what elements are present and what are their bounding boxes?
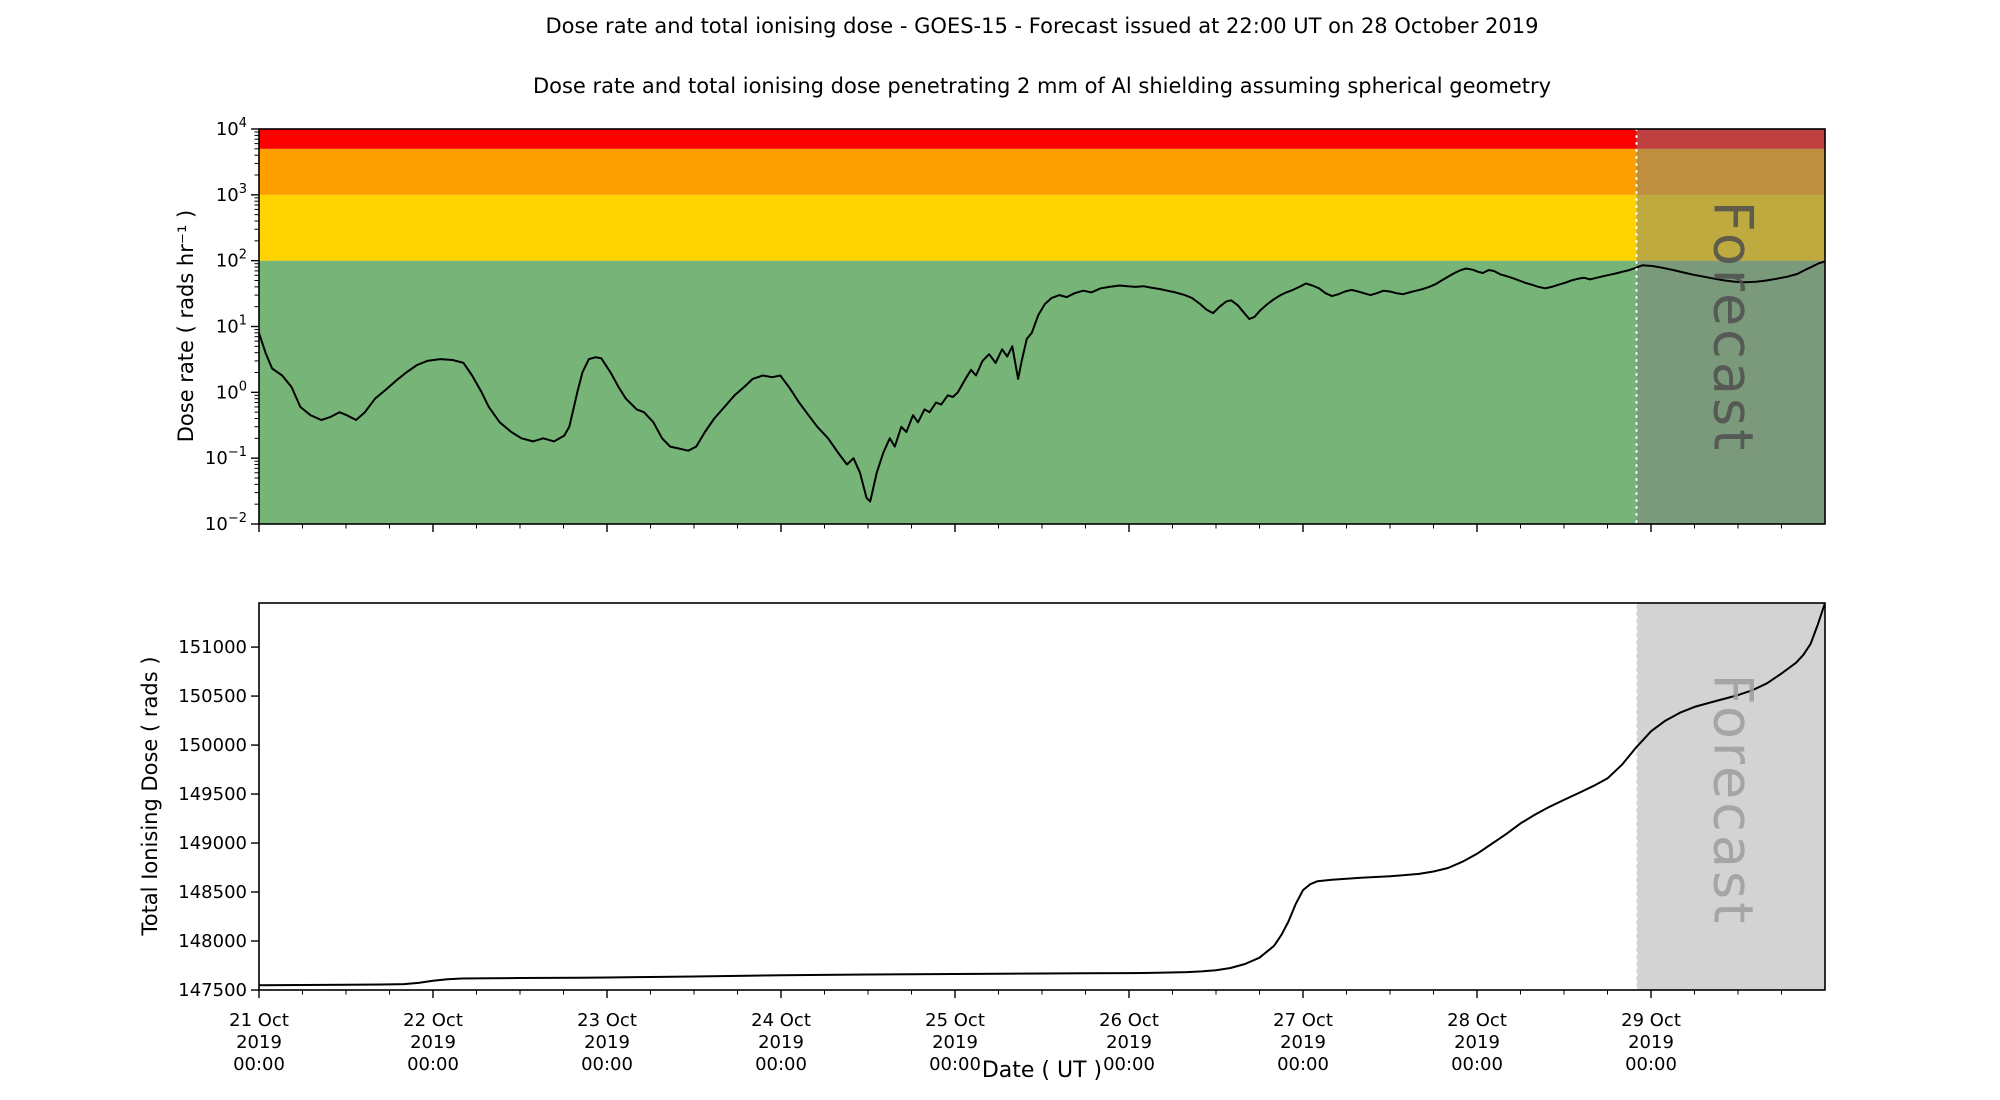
- x-tick-label: 29 Oct: [1621, 1010, 1681, 1031]
- x-tick-label: 00:00: [233, 1054, 285, 1075]
- dose-rate-line: [259, 260, 1825, 503]
- x-tick-label: 00:00: [1625, 1054, 1677, 1075]
- figure-subtitle: Dose rate and total ionising dose penetr…: [532, 74, 1552, 98]
- x-tick-label: 24 Oct: [751, 1010, 811, 1031]
- elevated-band: [259, 194, 1825, 261]
- y-tick-label: 101: [216, 314, 247, 338]
- x-tick-label: 00:00: [1277, 1054, 1329, 1075]
- y-tick-label: 151000: [178, 637, 247, 658]
- y-tick-label: 150500: [178, 686, 247, 707]
- y-tick-label: 148500: [178, 882, 247, 903]
- y-tick-label: 102: [216, 248, 247, 272]
- x-tick-label: 2019: [1628, 1032, 1674, 1053]
- y-tick-label: 149500: [178, 784, 247, 805]
- high-band: [259, 148, 1825, 195]
- x-axis: [258, 524, 1782, 532]
- x-tick-label: 26 Oct: [1099, 1010, 1159, 1031]
- x-tick-label: 00:00: [1103, 1054, 1155, 1075]
- x-tick-label: 2019: [932, 1032, 978, 1053]
- y-tick-label: 10−1: [205, 445, 247, 469]
- y-tick-label: 150000: [178, 735, 247, 756]
- x-tick-label: 00:00: [929, 1054, 981, 1075]
- x-tick-label: 27 Oct: [1273, 1010, 1333, 1031]
- y-tick-label: 10−2: [205, 511, 247, 535]
- x-tick-label: 2019: [1454, 1032, 1500, 1053]
- nominal-band: [259, 260, 1825, 524]
- y-axis: 147500 148000 148500 149000 149500 150000 1505…: [178, 637, 259, 1001]
- y-tick-label: 147500: [178, 980, 247, 1001]
- y-tick-label: 148000: [178, 931, 247, 952]
- y-tick-label: 100: [216, 379, 247, 403]
- x-axis-label: Date ( UT ): [981, 1058, 1103, 1083]
- x-tick-label: 2019: [1280, 1032, 1326, 1053]
- x-tick-label: 2019: [758, 1032, 804, 1053]
- x-tick-label: 2019: [584, 1032, 630, 1053]
- x-tick-label: 21 Oct: [229, 1010, 289, 1031]
- x-tick-label: 00:00: [755, 1054, 807, 1075]
- severe-band: [259, 129, 1825, 149]
- y-axis: 10−2 10−1 100 101 102 103 104: [205, 116, 259, 535]
- x-tick-label: 00:00: [407, 1054, 459, 1075]
- x-tick-label: 25 Oct: [925, 1010, 985, 1031]
- y-tick-label: 104: [216, 116, 247, 140]
- y-tick-label: 149000: [178, 833, 247, 854]
- figure-title: Dose rate and total ionising dose - GOES…: [545, 14, 1539, 38]
- x-tick-label: 00:00: [1451, 1054, 1503, 1075]
- y-tick-label: 103: [216, 182, 247, 206]
- forecast-overlay: [1636, 603, 1825, 990]
- x-tick-label: 28 Oct: [1447, 1010, 1507, 1031]
- x-tick-label: 2019: [1106, 1032, 1152, 1053]
- plot-frame: [258, 602, 1826, 991]
- forecast-watermark-top: Forecast: [1701, 200, 1765, 454]
- x-tick-label: 00:00: [581, 1054, 633, 1075]
- total-dose-line: [259, 603, 1825, 987]
- x-tick-label: 23 Oct: [577, 1010, 637, 1031]
- x-tick-label: 22 Oct: [403, 1010, 463, 1031]
- forecast-watermark-bottom: Forecast: [1701, 673, 1765, 927]
- x-tick-label: 2019: [236, 1032, 282, 1053]
- x-tick-label: 2019: [410, 1032, 456, 1053]
- forecast-overlay: [1636, 129, 1825, 524]
